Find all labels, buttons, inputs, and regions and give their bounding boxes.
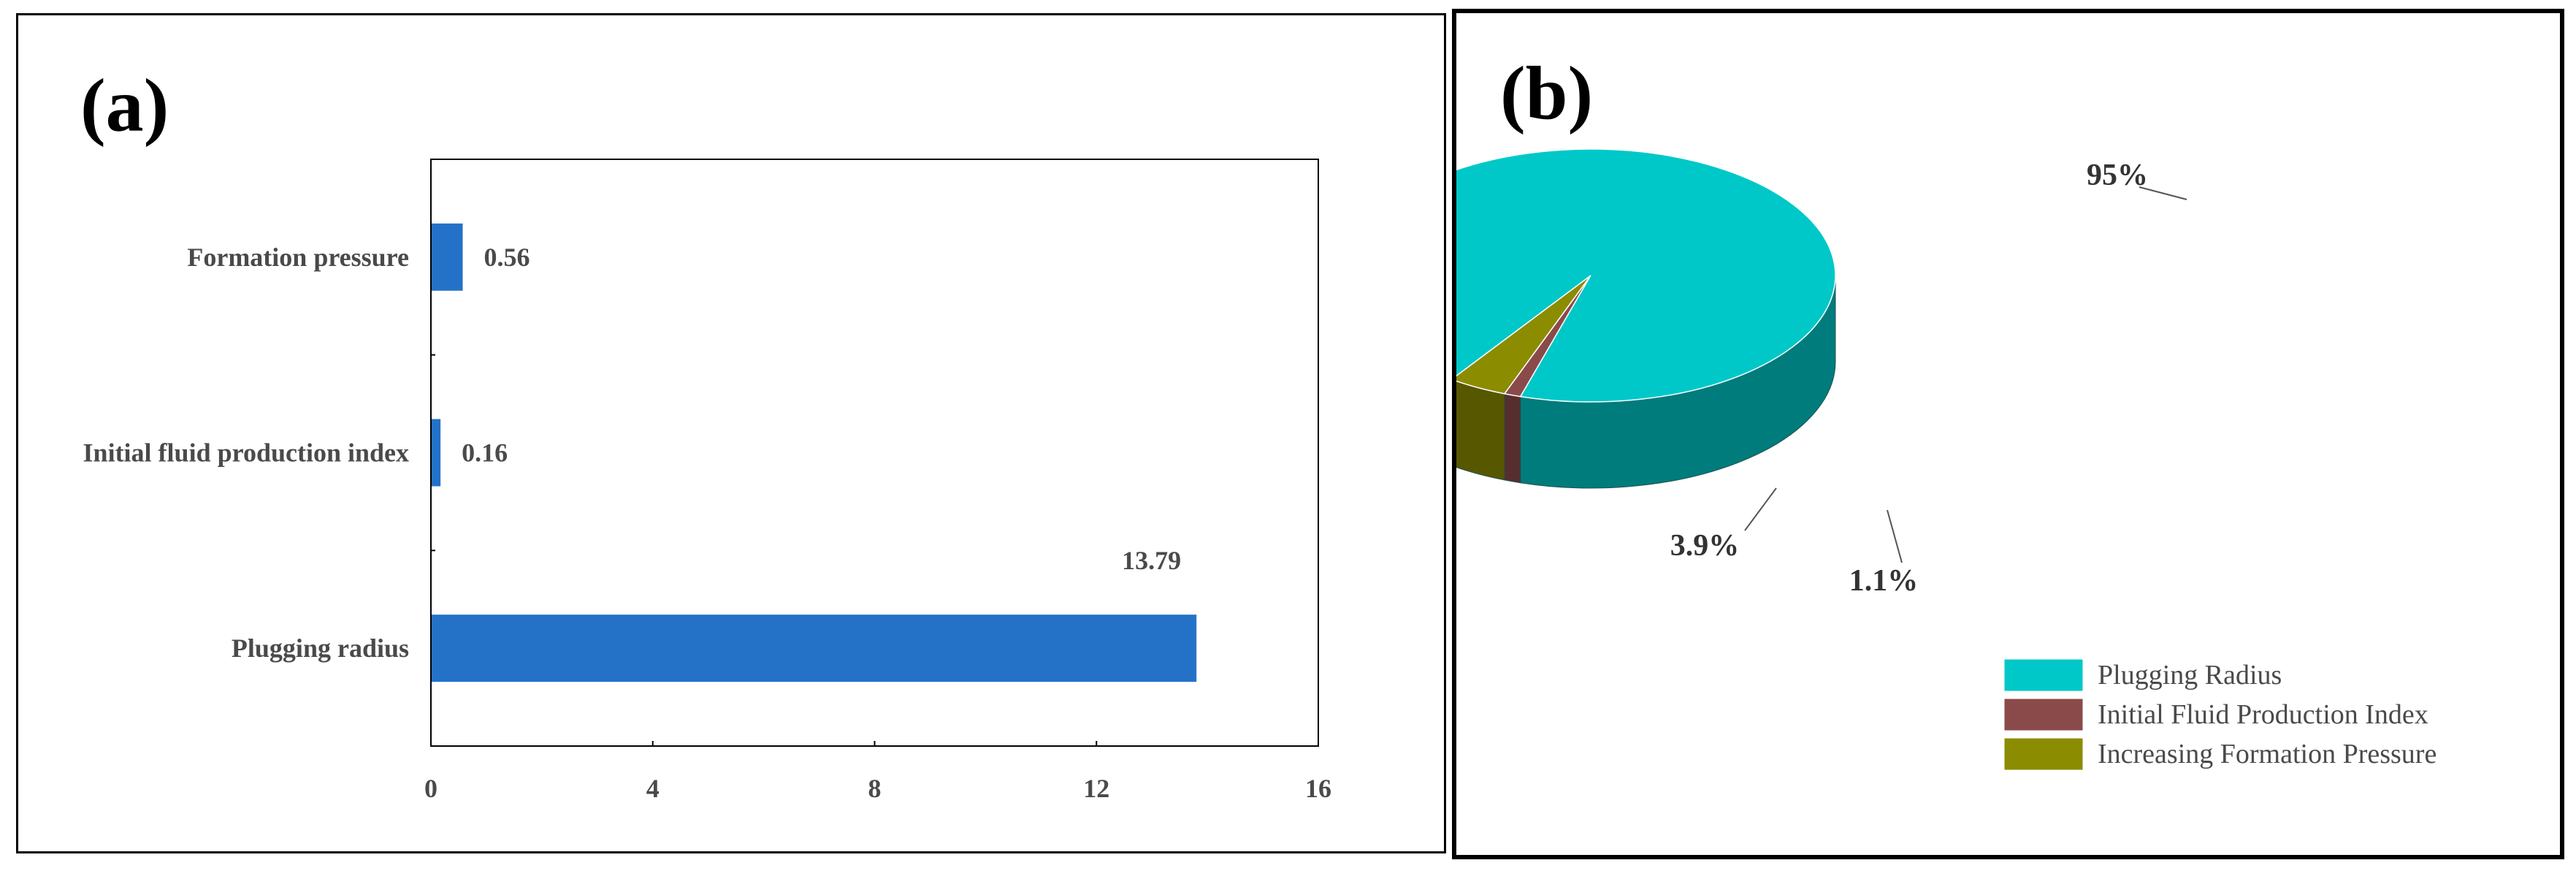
pie-slice-side	[1504, 393, 1521, 484]
pie-percent-label: 1.1%	[1849, 564, 1919, 598]
legend-swatch	[2003, 737, 2084, 771]
x-tick-label: 8	[868, 774, 882, 803]
pie-3d-group	[1456, 148, 1836, 489]
x-tick-label: 4	[646, 774, 660, 803]
legend-swatch	[2003, 658, 2084, 692]
pie-chart-svg: 95% 1.1% 3.9% Plugging Radius Initial Fluid …	[1456, 148, 2437, 771]
pie-percent-label: 3.9%	[1670, 529, 1740, 563]
data-label: 0.16	[462, 438, 508, 468]
pie-leader-line	[1744, 487, 1777, 531]
bar-chart-panel: (a) 0 4 8 12 16 Formation pressure 0.56 Initial…	[16, 13, 1446, 853]
data-label: 13.79	[1122, 546, 1181, 575]
bar-chart-svg: 0 4 8 12 16 Formation pressure 0.56 Initial flu…	[83, 159, 1331, 803]
panel-label-b: (b)	[1500, 51, 1594, 135]
legend-label: Plugging Radius	[2098, 660, 2282, 691]
pie-slice-side	[1456, 380, 1505, 481]
bar	[432, 615, 1197, 682]
legend-label: Initial Fluid Production Index	[2098, 699, 2428, 730]
x-tick-label: 16	[1305, 774, 1331, 803]
pie-chart-panel: (b) 95% 1.1% 3.9% Plugging Radius Initial Fl…	[1452, 9, 2564, 859]
category-label: Plugging radius	[232, 634, 409, 663]
pie-slice	[1456, 275, 1591, 395]
pie-slice	[1456, 148, 1836, 403]
panel-label-a: (a)	[80, 64, 169, 148]
legend-label: Increasing Formation Pressure	[2098, 739, 2437, 769]
bar	[432, 419, 441, 487]
data-label: 0.56	[484, 243, 530, 272]
pie-leader-line	[2139, 186, 2187, 200]
x-tick-label: 0	[424, 774, 437, 803]
pie-percent-label: 95%	[2087, 159, 2148, 192]
bar	[432, 223, 463, 291]
category-label: Formation pressure	[187, 243, 409, 272]
legend-swatch	[2003, 698, 2084, 731]
x-tick-label: 12	[1083, 774, 1109, 803]
pie-leader-line	[1887, 509, 1903, 563]
category-label: Initial fluid production index	[83, 438, 409, 468]
